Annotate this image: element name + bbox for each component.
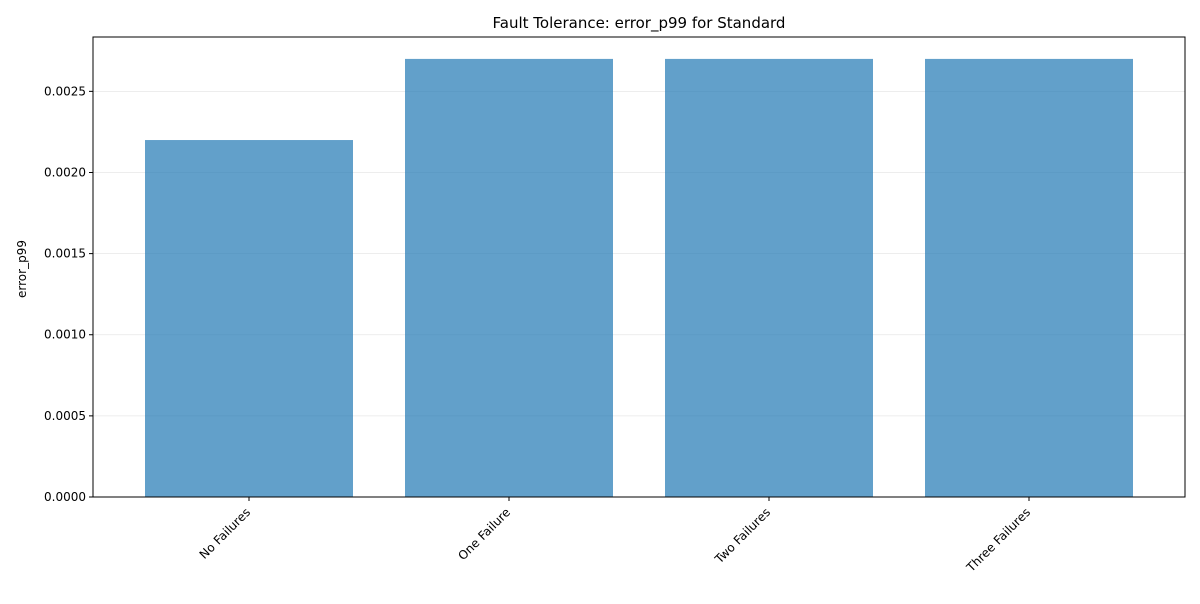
bar-one-failure [405,58,613,498]
y-tick-label: 0.0000 [44,490,86,504]
y-axis-label: error_p99 [15,240,29,298]
y-tick-label: 0.0005 [44,409,86,423]
bar-two-failures [665,58,873,498]
bar-three-failures [925,58,1133,498]
bar-no-failures [145,140,353,497]
x-tick-label: Three Failures [963,505,1033,575]
x-tick-label: Two Failures [712,505,774,567]
y-tick-label: 0.0025 [44,84,86,98]
y-tick-label: 0.0020 [44,165,86,179]
y-tick-label: 0.0015 [44,247,86,261]
y-tick-label: 0.0010 [44,328,86,342]
x-tick-label: No Failures [197,505,253,561]
plot-frame [92,36,1186,498]
chart-title: Fault Tolerance: error_p99 for Standard [493,14,786,33]
x-tick-label: One Failure [455,505,513,563]
bars [145,58,1133,498]
